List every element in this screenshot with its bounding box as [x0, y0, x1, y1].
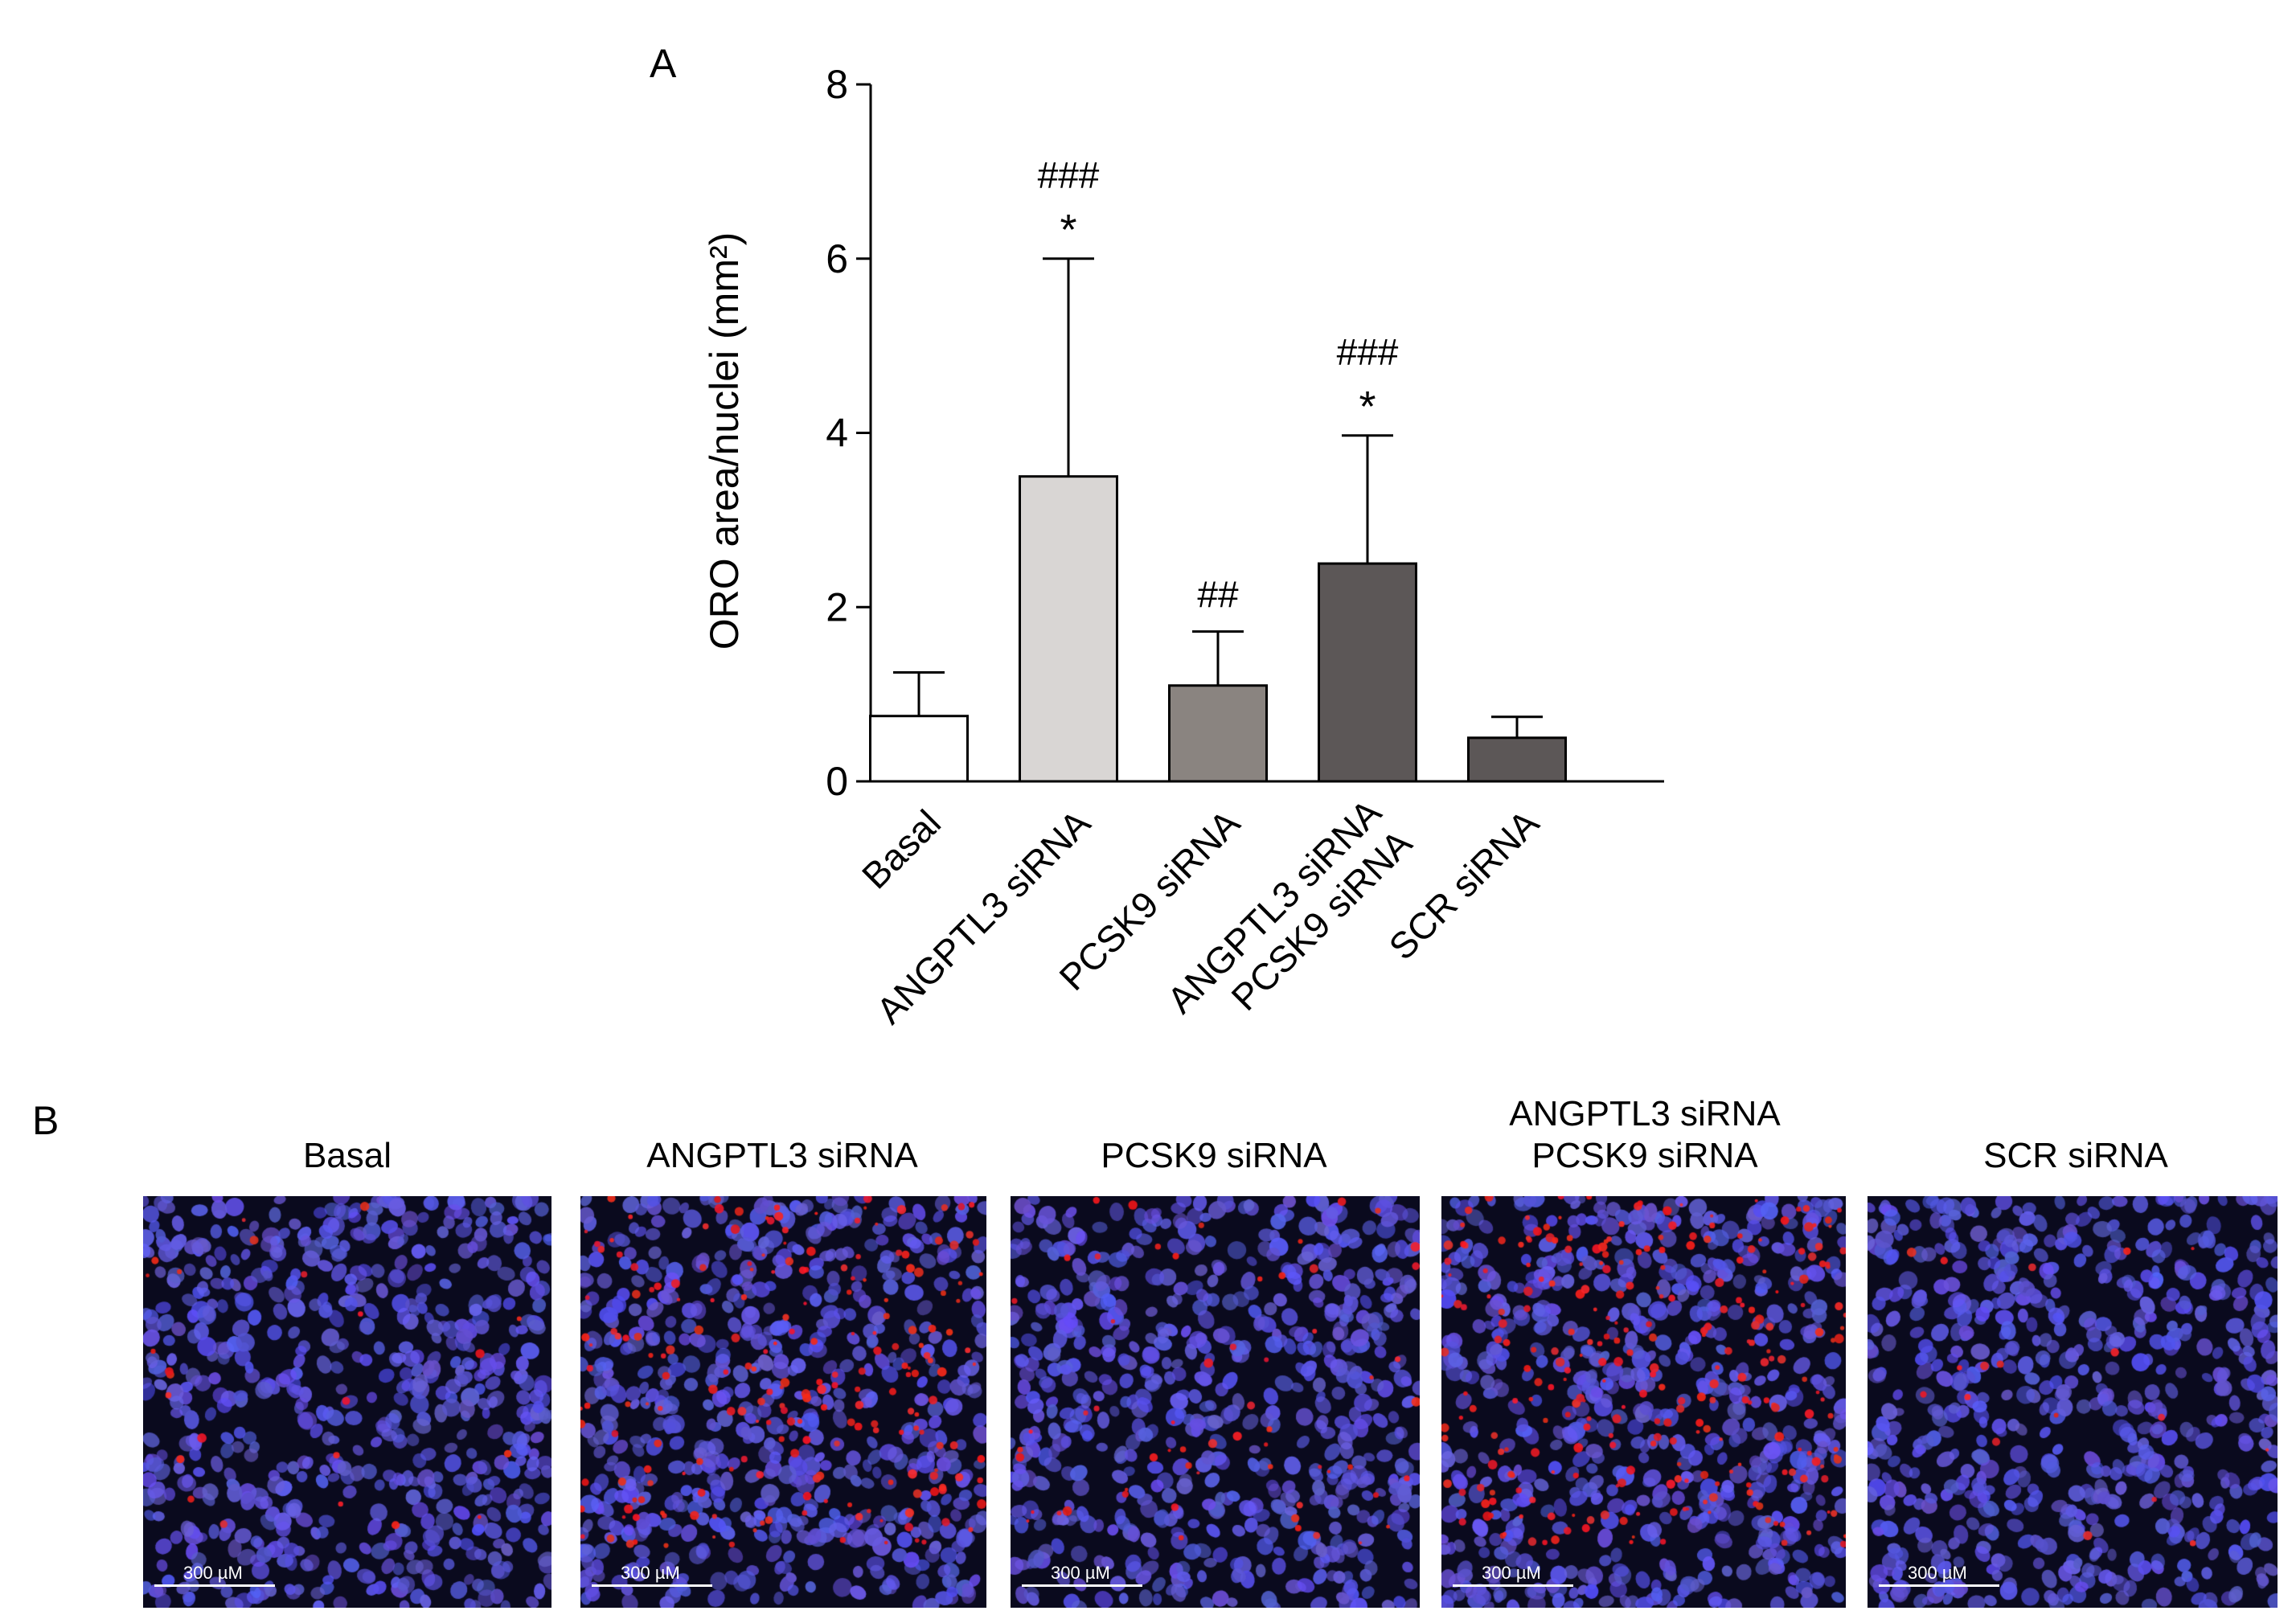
image-title-line: ANGPTL3 siRNA [1509, 1094, 1781, 1133]
bar [1168, 684, 1268, 783]
image-title-line: PCSK9 siRNA [1101, 1136, 1327, 1175]
y-tick-label: 4 [826, 411, 848, 456]
y-tick-label: 0 [826, 759, 848, 804]
microscopy-image: 300 µM [580, 1196, 986, 1608]
image-title-line: Basal [302, 1136, 392, 1175]
microscopy-image: 300 µM [1868, 1196, 2278, 1608]
scale-bar [154, 1584, 275, 1587]
image-title-line: ANGPTL3 siRNA [646, 1136, 918, 1175]
image-title: ANGPTL3 siRNA PCSK9 siRNA [1509, 1093, 1780, 1177]
y-axis-label: ORO area/nuclei (mm²) [702, 232, 747, 650]
significance-mark: ### [1038, 154, 1100, 196]
significance-mark: * [1359, 383, 1376, 431]
image-title: Basal [303, 1135, 392, 1177]
x-tick-label: SCR siRNA [1380, 801, 1547, 968]
scale-bar [1022, 1584, 1142, 1587]
bar [1318, 562, 1417, 783]
y-tick-label: 8 [826, 62, 848, 107]
image-title-line: PCSK9 siRNA [1531, 1136, 1758, 1175]
bar [1019, 475, 1118, 783]
image-title: PCSK9 siRNA [1101, 1135, 1326, 1177]
bar [869, 715, 969, 783]
x-tick-label-group: SCR siRNA [1380, 801, 1547, 968]
scale-bar-label: 300 µM [621, 1563, 680, 1583]
y-tick-label: 6 [826, 236, 848, 281]
y-tick-label: 2 [826, 584, 848, 629]
image-title: SCR siRNA [1983, 1135, 2168, 1177]
bar [1467, 736, 1567, 783]
scale-bar-label: 300 µM [1908, 1563, 1967, 1583]
scale-bar [592, 1584, 712, 1587]
scale-bar-label: 300 µM [1482, 1563, 1541, 1583]
scale-bar-label: 300 µM [1051, 1563, 1110, 1583]
microscopy-image: 300 µM [143, 1196, 551, 1608]
significance-mark: * [1060, 206, 1076, 254]
x-tick-label-group: Basal [854, 801, 949, 896]
image-title-line: SCR siRNA [1983, 1136, 2168, 1175]
significance-mark: ## [1197, 574, 1239, 616]
scale-bar [1879, 1584, 1999, 1587]
panel-label-b: B [32, 1098, 59, 1143]
significance-mark: ### [1337, 331, 1399, 373]
x-tick-label: Basal [854, 801, 949, 896]
microscopy-image: 300 µM [1011, 1196, 1420, 1608]
image-title: ANGPTL3 siRNA [646, 1135, 917, 1177]
panel-label-a: A [650, 41, 677, 86]
scale-bar [1453, 1584, 1573, 1587]
scale-bar-label: 300 µM [183, 1563, 243, 1583]
microscopy-image: 300 µM [1441, 1196, 1846, 1608]
